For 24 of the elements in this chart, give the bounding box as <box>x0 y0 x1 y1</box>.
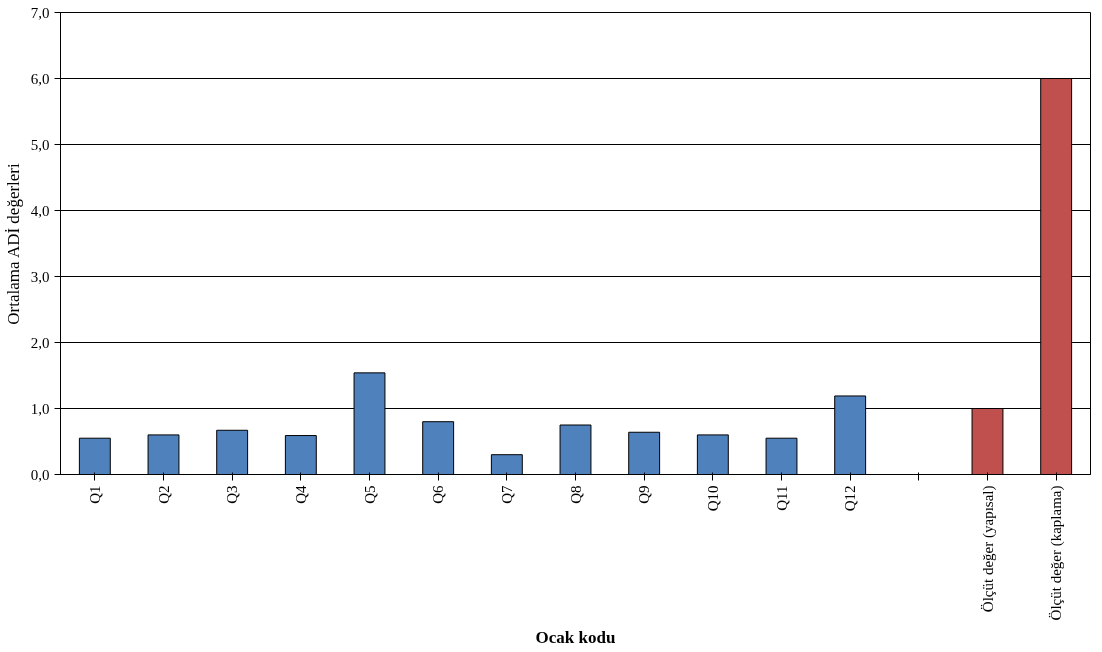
x-tick-label: Q3 <box>224 485 241 504</box>
x-tick-label: Q10 <box>704 485 721 512</box>
x-tick-label: Q4 <box>292 485 309 504</box>
y-tick-label: 6,0 <box>30 70 50 87</box>
y-tick-label: 0,0 <box>30 466 50 483</box>
x-tick-label: Q7 <box>498 485 515 504</box>
x-tick-label: Q12 <box>842 485 859 512</box>
y-tick-label: 7,0 <box>30 4 50 21</box>
x-tick-label: Ölçüt değer (kaplama) <box>1048 485 1066 621</box>
x-tick-label: Q2 <box>155 485 172 504</box>
x-tick-label: Q8 <box>567 485 584 504</box>
x-tick-label: Q1 <box>86 485 103 504</box>
y-tick-label: 1,0 <box>30 400 50 417</box>
x-tick-label: Q5 <box>361 485 378 504</box>
y-axis-title: Ortalama ADİ değerleri <box>3 162 23 325</box>
x-tick-label: Q11 <box>773 485 790 511</box>
x-tick-label: Q9 <box>636 485 653 504</box>
x-tick-label: Q6 <box>430 485 447 504</box>
x-tick-label: Ölçüt değer (yapısal) <box>979 485 997 613</box>
y-tick-label: 3,0 <box>30 268 50 285</box>
x-axis-title: Ocak kodu <box>535 628 616 648</box>
y-tick-label: 5,0 <box>30 136 50 153</box>
y-tick-label: 2,0 <box>30 334 50 351</box>
y-tick-label: 4,0 <box>30 202 50 219</box>
